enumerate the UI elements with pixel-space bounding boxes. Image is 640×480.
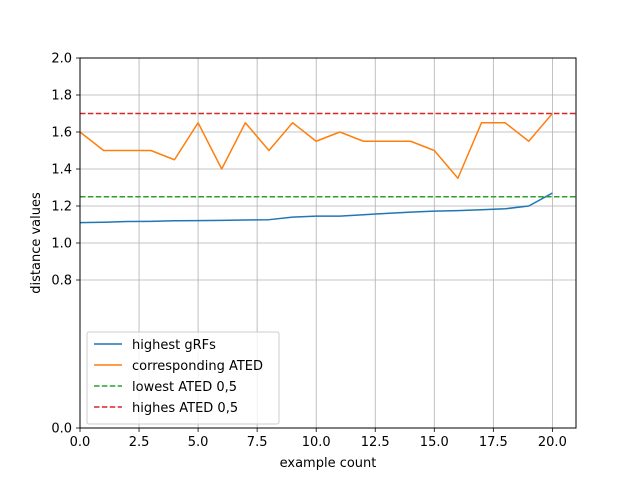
- y-tick-label: 1.0: [51, 237, 72, 252]
- legend-box: [86, 331, 280, 425]
- x-tick-label: 0.0: [70, 435, 91, 450]
- x-tick-label: 2.5: [129, 435, 150, 450]
- y-tick-label: 1.8: [51, 89, 72, 104]
- y-tick-label: 1.4: [51, 163, 72, 178]
- axis-ticks: 0.0 2.5 5.0 7.5 10.0 12.5 15.0 17.5 20.0 0.0 0.8 1.…: [51, 52, 567, 451]
- x-tick-label: 12.5: [361, 435, 390, 450]
- x-tick-label: 17.5: [479, 435, 508, 450]
- legend-label: highes ATED 0,5: [132, 401, 238, 416]
- y-tick-label: 2.0: [51, 52, 72, 67]
- x-tick-label: 20.0: [538, 435, 567, 450]
- x-tick-label: 5.0: [188, 435, 209, 450]
- legend-label: highest gRFs: [132, 338, 216, 353]
- series-line: [79, 192, 553, 224]
- y-tick-label: 0.8: [51, 274, 72, 289]
- legend-label: corresponding ATED: [132, 359, 263, 374]
- y-tick-label: 1.6: [51, 126, 72, 141]
- y-tick-label: 0.0: [51, 422, 72, 437]
- legend-label: lowest ATED 0,5: [132, 380, 237, 395]
- x-tick-label: 10.0: [302, 435, 331, 450]
- series-line: [79, 113, 553, 179]
- legend: highest gRFs corresponding ATED lowest ATE…: [86, 331, 280, 425]
- x-tick-label: 7.5: [247, 435, 268, 450]
- x-axis-label: example count: [280, 456, 377, 471]
- y-tick-label: 1.2: [51, 200, 72, 215]
- series-group: [79, 112, 576, 224]
- y-axis-label: distance values: [29, 192, 44, 294]
- x-tick-label: 15.0: [420, 435, 449, 450]
